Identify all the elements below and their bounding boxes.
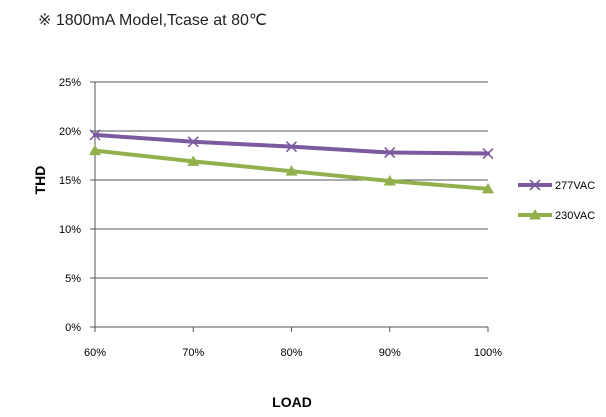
x-tick-label: 100% (474, 347, 502, 359)
data-point-230VAC (89, 144, 101, 156)
x-axis: 60% 70% 80% 90% 100% (84, 326, 502, 359)
data-point-230VAC (187, 155, 200, 166)
y-axis: 0% 5% 10% 15% 20% 25% (59, 77, 96, 334)
y-tick-label: 10% (59, 224, 81, 236)
y-tick-label: 15% (59, 175, 81, 187)
legend-marker-277VAC (529, 179, 541, 191)
legend-marker-230VAC (529, 209, 541, 220)
data-point-277VAC (89, 129, 101, 141)
data-point-277VAC (285, 141, 298, 153)
data-point-277VAC (187, 136, 199, 148)
y-axis-title: THD (32, 166, 48, 195)
data-point-230VAC (285, 165, 298, 176)
data-point-277VAC (384, 146, 396, 159)
legend-label-230VAC: 230VAC (555, 210, 595, 222)
data-point-230VAC (482, 182, 494, 194)
chart-title: ※ 1800mA Model,Tcase at 80℃ (38, 12, 267, 29)
y-tick-label: 25% (59, 77, 81, 89)
y-tick-label: 0% (65, 322, 81, 334)
data-point-277VAC (482, 147, 494, 160)
y-tick-label: 20% (59, 126, 81, 138)
x-axis-title: LOAD (272, 394, 312, 410)
x-tick-label: 60% (84, 347, 106, 359)
series-line-277VAC (93, 132, 490, 156)
legend-label-277VAC: 277VAC (555, 180, 595, 192)
grid-lines (95, 81, 488, 328)
series-lines (89, 129, 494, 194)
y-tick-label: 5% (65, 273, 81, 285)
x-tick-label: 80% (280, 347, 302, 359)
x-tick-label: 90% (379, 347, 401, 359)
x-tick-label: 70% (182, 347, 204, 359)
legend: 277VAC 230VAC (518, 179, 595, 222)
data-point-230VAC (383, 174, 396, 186)
